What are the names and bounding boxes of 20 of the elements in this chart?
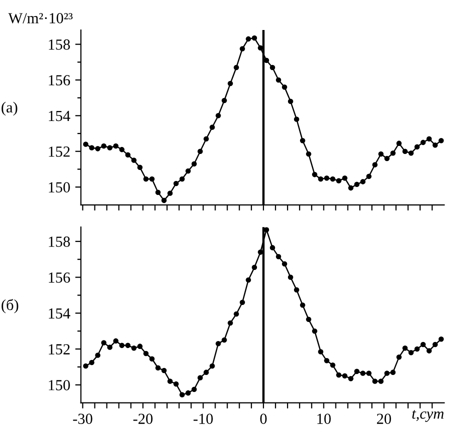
x-tick-label: 10 [317,414,331,424]
y-tick-label: 154 [48,308,70,319]
y-tick-label: 154 [48,110,70,122]
x-axis-title: t,сут [412,410,444,422]
y-tick-label: 152 [48,344,70,354]
text: (б) [2,299,18,314]
y-tick-label: 150 [48,182,70,192]
y-tick-label: 150 [48,380,70,390]
y-tick-label: 158 [48,39,70,50]
y-tick-label: 158 [48,236,70,247]
y-tick-label: 152 [48,146,70,157]
text: (а) [2,102,18,116]
x-tick-label: -30 [73,414,92,424]
x-tick-label: -10 [194,414,213,424]
y-tick-label: 156 [48,75,70,86]
x-tick-label: -20 [133,414,153,424]
y-axis-title: W/m²·10²³ [8,13,73,24]
x-tick-label: 20 [376,414,392,424]
x-tick-label: 0 [260,414,267,424]
y-tick-label: 156 [48,272,70,283]
